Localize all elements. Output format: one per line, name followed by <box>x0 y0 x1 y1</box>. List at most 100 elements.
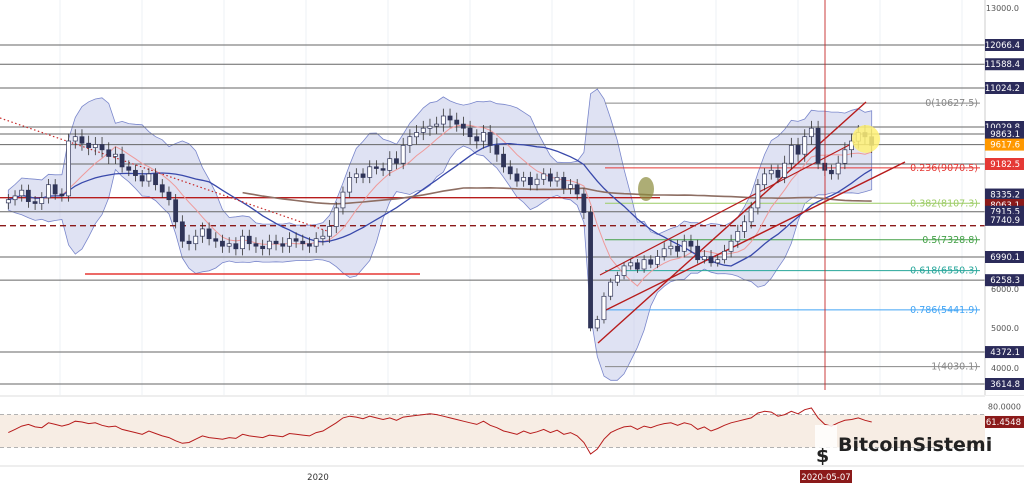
candle-body <box>594 319 600 329</box>
bitcoin-symbol-icon: $ <box>816 445 829 467</box>
candle-body <box>119 153 125 168</box>
candle-body <box>815 127 821 164</box>
candle-body <box>380 168 386 171</box>
candle-body <box>52 184 58 195</box>
candle-body <box>179 221 185 242</box>
candle-body <box>373 166 379 169</box>
price-tick-label: 6000.0 <box>991 285 1019 294</box>
price-badge-label: 8335.2 <box>990 191 1020 201</box>
candle-body <box>608 281 614 297</box>
candle-body <box>193 235 199 245</box>
candle-body <box>66 140 71 197</box>
candle-body <box>782 162 788 178</box>
candle-body <box>842 149 848 164</box>
candle-body <box>79 136 85 144</box>
candle-body <box>715 259 721 264</box>
rsi-axis-bg <box>985 396 1024 466</box>
price-badge-label: 6990.1 <box>990 253 1020 263</box>
price-badge-label: 6258.3 <box>990 276 1020 286</box>
candle-body <box>434 123 440 127</box>
candle-body <box>387 158 393 171</box>
candle-body <box>240 235 245 250</box>
candle-body <box>106 149 112 157</box>
logo-backdrop <box>815 425 837 465</box>
candle-body <box>206 228 212 240</box>
candle-body <box>333 207 339 227</box>
price-badge-label: 3614.8 <box>990 380 1020 390</box>
candle-body <box>280 243 286 247</box>
candle-body <box>226 243 232 247</box>
candle-body <box>534 178 540 186</box>
candle-body <box>588 212 593 329</box>
candle-body <box>32 201 38 204</box>
candle-body <box>307 243 312 247</box>
candle-body <box>246 235 252 245</box>
yellow-highlight-circle <box>852 125 880 153</box>
trend-channel <box>597 101 906 344</box>
channel-upper-line <box>597 101 867 344</box>
price-badge-label: 10029.8 <box>985 123 1020 133</box>
candle-body <box>634 262 640 270</box>
candle-body <box>327 226 332 237</box>
candle-body <box>481 132 486 142</box>
bitcoinsistemi-logo: $ BitcoinSistemi <box>815 425 992 467</box>
candle-body <box>748 207 754 223</box>
candle-body <box>835 162 841 175</box>
candle-body <box>293 238 299 242</box>
candle-body <box>86 142 92 148</box>
bollinger-fill <box>7 88 873 381</box>
candle-body <box>701 256 707 261</box>
candle-body <box>454 119 460 125</box>
candle-body <box>755 184 761 209</box>
candle-body <box>728 240 734 252</box>
candle-body <box>126 166 132 171</box>
candle-body <box>688 240 694 247</box>
channel-middle-line <box>599 141 856 276</box>
candle-body <box>5 199 11 204</box>
candle-body <box>340 191 346 209</box>
candle-body <box>768 169 774 175</box>
fib-level-label: 0.786(5441.9) <box>910 305 978 316</box>
candle-body <box>721 250 727 261</box>
candle-body <box>320 235 326 240</box>
candle-body <box>440 115 446 125</box>
olive-highlight-ellipse <box>638 177 654 201</box>
candle-body <box>353 173 359 178</box>
price-badge-label: 12066.4 <box>985 41 1020 51</box>
candle-body <box>414 132 419 138</box>
candle-body <box>494 145 500 155</box>
candle-body <box>92 144 98 148</box>
candle-body <box>547 173 553 182</box>
candle-body <box>501 153 506 168</box>
price-badge <box>985 346 1024 359</box>
candle-body <box>133 169 138 176</box>
candle-body <box>574 184 580 195</box>
candle-body <box>260 245 266 250</box>
fib-level-label: 0.618(6550.3) <box>910 266 978 277</box>
candle-body <box>159 184 165 193</box>
price-badge <box>985 251 1024 263</box>
bollinger-bands <box>7 88 873 381</box>
rsi-value-badge <box>985 415 1024 428</box>
candle-body <box>146 173 152 182</box>
date-badge-label: 2020-05-07 <box>801 473 850 483</box>
candlesticks <box>5 108 875 332</box>
price-badge <box>985 378 1024 390</box>
candle-body <box>39 197 45 204</box>
fib-level-label: 0.382(8107.3) <box>910 198 978 209</box>
price-badge-label: 4372.1 <box>990 348 1020 358</box>
candle-body <box>300 240 306 245</box>
candle-body <box>648 259 654 265</box>
candle-body <box>153 173 158 186</box>
candle-body <box>762 173 767 186</box>
price-badge <box>985 138 1024 151</box>
time-tick-label: 2020 <box>307 473 329 483</box>
price-badge <box>985 274 1024 287</box>
candle-body <box>407 136 413 146</box>
price-axis: 13000.0 6000.0 5000.0 4000.0 12066.4 11588.4 1… <box>984 0 1024 395</box>
candle-body <box>487 132 493 146</box>
candle-body <box>25 189 31 202</box>
candle-body <box>735 231 741 242</box>
candle-body <box>541 173 547 180</box>
